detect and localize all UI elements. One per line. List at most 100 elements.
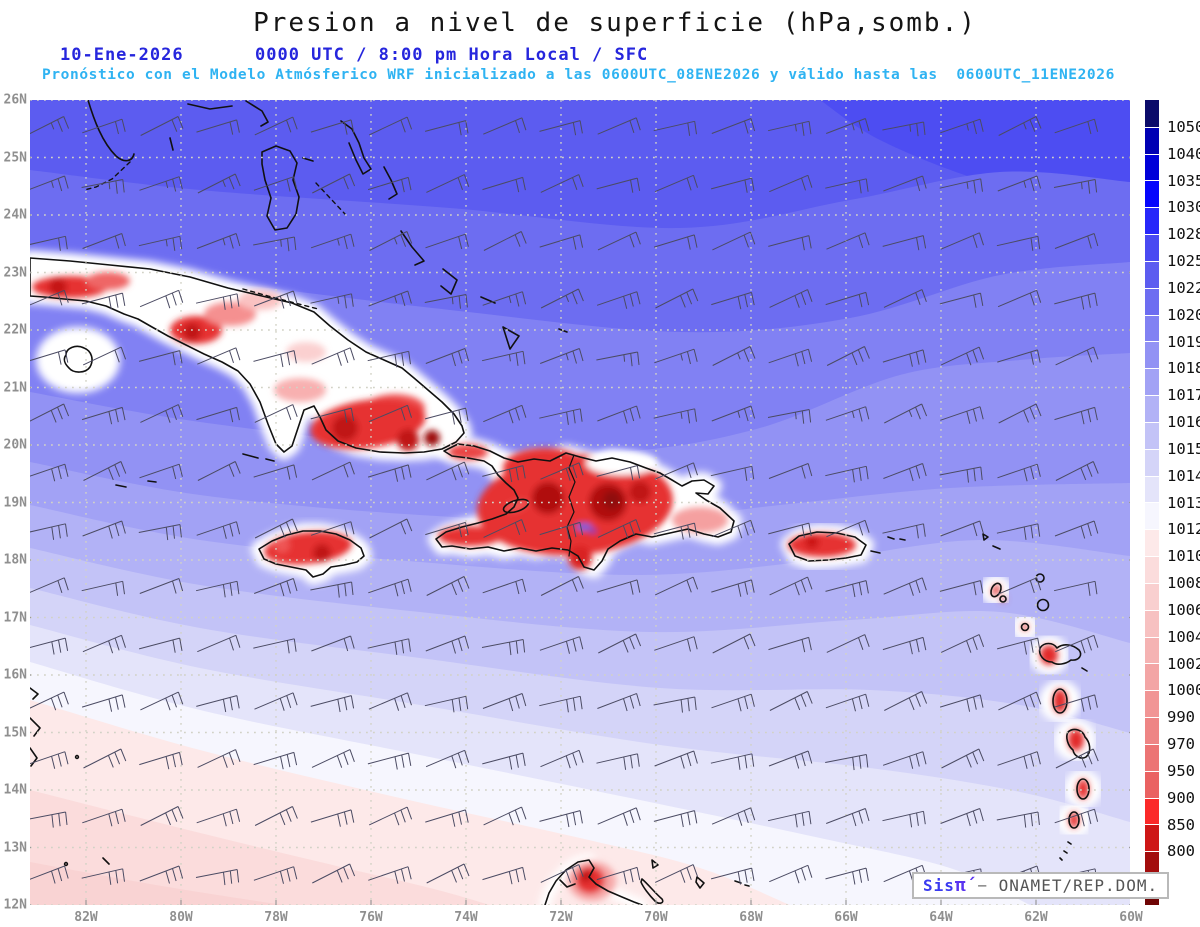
wind-barb: [654, 636, 698, 652]
colorbar-label-1018: 1018: [1167, 359, 1200, 378]
wind-barb: [30, 865, 69, 884]
wind-barb: [882, 121, 926, 137]
wind-barb: [140, 806, 184, 826]
wind-barb: [997, 349, 1041, 365]
wind-barb: [426, 461, 470, 481]
wind-barb: [597, 405, 641, 424]
andros-coastline: [261, 145, 300, 231]
wind-barb: [82, 808, 126, 827]
wind-barb: [941, 748, 985, 769]
wind-barb: [483, 117, 527, 135]
wind-barb: [654, 864, 699, 883]
wind-barb: [597, 693, 641, 712]
wind-barb: [30, 403, 70, 423]
wind-barb: [996, 637, 1041, 655]
wind-barb: [596, 465, 641, 481]
wind-barb: [654, 462, 698, 480]
wind-barb: [769, 174, 813, 193]
colorbar-segment: [1145, 368, 1159, 396]
curacao: [640, 878, 664, 904]
wind-barb: [711, 693, 755, 712]
wind-barb: [769, 576, 813, 596]
wind-barb: [712, 346, 756, 366]
colorbar-segment: [1145, 556, 1159, 583]
wind-barb: [196, 406, 240, 423]
wind-barb: [883, 577, 927, 596]
wind-barb: [539, 695, 583, 713]
wind-barb: [368, 806, 413, 826]
wind-barb: [483, 806, 527, 826]
wind-barb: [711, 405, 756, 422]
wind-barb: [882, 235, 927, 251]
wind-barb: [596, 351, 640, 367]
wind-barb: [482, 693, 527, 712]
wind-barb: [1054, 292, 1098, 310]
wind-barb: [253, 638, 297, 654]
wind-barb: [30, 289, 69, 306]
wind-barb: [196, 119, 240, 135]
wind-barb: [139, 176, 183, 192]
wind-barb: [1054, 520, 1099, 539]
colorbar-segment: [1145, 529, 1159, 557]
lat-label-15N: 15N: [3, 725, 27, 740]
wind-barb: [768, 235, 812, 251]
wind-barb: [825, 178, 869, 194]
colorbar-segment: [1145, 770, 1159, 798]
wind-barb: [710, 867, 755, 885]
dominica: [1052, 688, 1068, 714]
st-kitts: [990, 582, 1002, 598]
colorbar-label-1019: 1019: [1167, 332, 1200, 351]
wind-barb: [139, 578, 184, 594]
wind-barb: [1053, 179, 1098, 194]
graticule: [30, 100, 1130, 905]
wind-barb: [311, 749, 355, 768]
colorbar-segment: [1145, 100, 1159, 127]
marie-galante: [1081, 667, 1088, 672]
wind-barb: [653, 810, 698, 828]
wind-barb: [424, 294, 468, 309]
wind-barb: [195, 869, 240, 886]
wind-barb: [369, 518, 413, 539]
colorbar-label-1002: 1002: [1167, 654, 1200, 673]
wind-barb: [425, 809, 469, 827]
pressure-band-~1010: [30, 862, 285, 905]
wind-barb: [311, 635, 355, 652]
wind-barb: [196, 808, 241, 827]
wind-barb: [825, 291, 870, 308]
colorbar-label-850: 850: [1167, 815, 1195, 834]
wind-barb: [768, 348, 813, 367]
wind-barb: [997, 463, 1041, 482]
colorbar-segment: [1145, 636, 1159, 664]
wind-barb: [997, 751, 1041, 769]
lat-label-17N: 17N: [3, 610, 27, 625]
wind-barb: [368, 404, 412, 423]
wind-barb: [481, 639, 526, 656]
lon-label-68W: 68W: [739, 910, 763, 925]
colorbar-segment: [1145, 260, 1159, 288]
lat-label-14N: 14N: [3, 782, 27, 798]
st-martin-anguilla: [982, 533, 1001, 550]
wind-barb: [138, 350, 183, 366]
wind-barb: [882, 810, 926, 828]
colorbar-segment: [1145, 287, 1159, 315]
watermark-org: ONAMET/REP.DOM.: [998, 876, 1159, 895]
wind-barb: [310, 293, 354, 309]
lat-label-21N: 21N: [3, 380, 27, 395]
wind-barb: [597, 117, 641, 135]
wind-barb: [596, 753, 640, 770]
lon-label-66W: 66W: [834, 910, 858, 925]
wind-barb: [311, 347, 355, 366]
wind-barb: [83, 461, 127, 481]
colorbar-segment: [1145, 743, 1159, 771]
wind-barb: [540, 462, 584, 481]
axis-ticks: [30, 100, 1130, 905]
colorbar-label-950: 950: [1167, 761, 1195, 780]
wind-barb: [540, 576, 584, 596]
wind-barb: [655, 288, 699, 309]
wind-barb: [996, 811, 1040, 828]
lon-label-76W: 76W: [359, 910, 383, 925]
wind-barb: [30, 637, 69, 655]
wind-barbs: [30, 116, 1099, 886]
colorbar-segment: [1145, 582, 1159, 610]
